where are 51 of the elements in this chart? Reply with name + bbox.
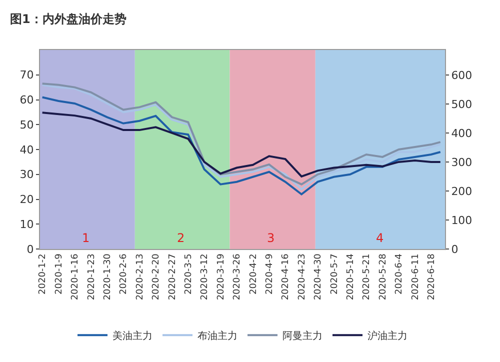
- x-tick-label: 2020-2-13: [135, 254, 146, 300]
- x-tick-label: 2020-5-14: [346, 253, 356, 300]
- y-tick-label: 70: [20, 68, 34, 82]
- x-tick-label: 2020-1-9: [54, 253, 64, 294]
- x-tick-label: 2020-4-9: [265, 253, 276, 294]
- x-tick-label: 2020-4-23: [297, 254, 308, 300]
- x-tick-label: 2020-2-20: [152, 253, 162, 300]
- y-tick-label: 60: [20, 94, 34, 107]
- y2-tick-label: 600: [451, 68, 472, 82]
- x-tick-label: 2020-6-11: [410, 254, 421, 300]
- y2-tick-label: 400: [451, 126, 472, 140]
- y2-tick-label: 200: [451, 184, 472, 198]
- x-tick-label: 2020-3-19: [216, 253, 226, 300]
- x-tick-label: 2020-4-2: [248, 254, 259, 294]
- x-tick-label: 2020-3-12: [200, 254, 210, 300]
- legend-label: 沪油主力: [368, 330, 408, 342]
- x-tick-label: 2020-1-30: [103, 253, 114, 300]
- y2-tick-label: 100: [451, 214, 472, 227]
- y-tick-label: 30: [20, 168, 34, 182]
- x-tick-label: 2020-2-27: [168, 254, 178, 300]
- x-tick-label: 2020-4-16: [281, 253, 292, 300]
- y-tick-label: 10: [20, 218, 34, 231]
- legend-label: 美油主力: [112, 330, 152, 342]
- line-series: [41, 112, 442, 178]
- x-tick-label: 2020-3-5: [184, 254, 194, 294]
- y2-tick-label: 500: [451, 98, 472, 111]
- band-label: 4: [376, 231, 384, 245]
- chart-title: 图1：内外盘油价走势: [10, 12, 126, 26]
- y-tick-label: 20: [20, 193, 34, 206]
- y-tick-label: 40: [20, 143, 34, 156]
- x-tick-label: 2020-6-18: [427, 253, 438, 300]
- legend-label: 阿曼主力: [282, 330, 322, 342]
- y-tick-label: 0: [26, 242, 34, 256]
- y2-tick-label: 300: [451, 156, 472, 169]
- y2-tick-label: 0: [451, 242, 458, 256]
- band-label: 1: [82, 231, 90, 245]
- band-label: 3: [267, 231, 275, 245]
- x-tick-label: 2020-5-21: [362, 254, 372, 300]
- legend-label: 布油主力: [198, 330, 238, 342]
- y-tick-label: 50: [20, 118, 34, 132]
- band-label: 2: [177, 231, 185, 245]
- x-tick-label: 2020-3-26: [232, 253, 243, 300]
- x-tick-label: 2020-6-4: [394, 253, 405, 294]
- x-tick-label: 2020-5-28: [378, 253, 388, 300]
- x-tick-label: 2020-4-30: [314, 253, 324, 300]
- x-tick-label: 2020-1-2: [38, 254, 48, 294]
- x-tick-label: 2020-2-6: [119, 253, 130, 294]
- x-tick-label: 2020-1-16: [70, 253, 81, 300]
- x-tick-label: 2020-1-23: [86, 254, 97, 300]
- line-series: [41, 96, 442, 196]
- x-tick-label: 2020-5-7: [330, 254, 340, 294]
